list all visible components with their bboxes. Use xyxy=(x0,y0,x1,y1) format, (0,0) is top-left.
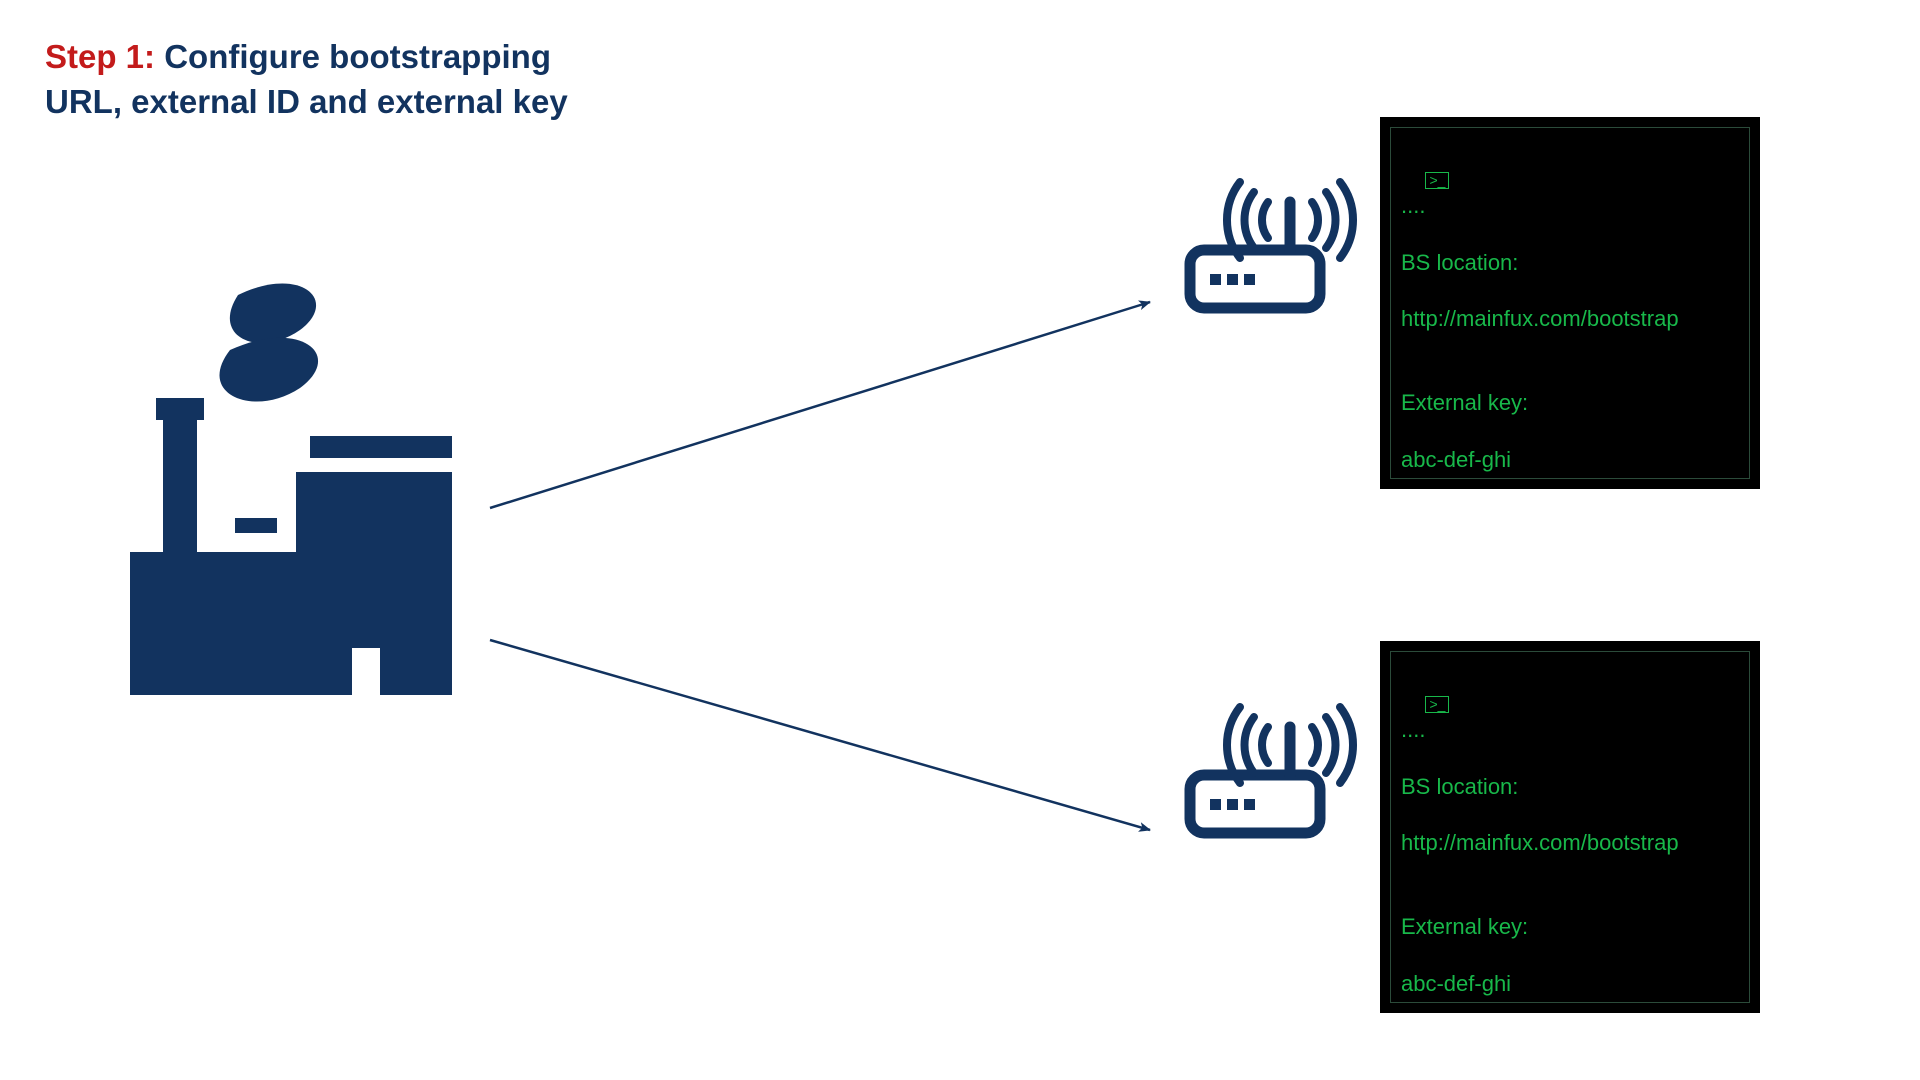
terminal-2-line-2: http://mainfux.com/bootstrap xyxy=(1401,829,1739,857)
ledge xyxy=(235,518,277,533)
terminal-1-line-5: abc-def-ghi xyxy=(1401,446,1739,474)
door xyxy=(352,648,380,695)
terminal-1-prompt: >_ xyxy=(1425,172,1449,189)
terminal-2-line-0: .... xyxy=(1401,716,1739,744)
terminal-1-line-4: External key: xyxy=(1401,389,1739,417)
terminal-1-line-0: .... xyxy=(1401,192,1739,220)
arrow-to-router-1 xyxy=(490,302,1150,508)
factory-icon xyxy=(130,284,452,695)
roof-bar xyxy=(310,436,452,458)
terminal-2-prompt: >_ xyxy=(1425,696,1449,713)
chimney-cap xyxy=(156,398,204,420)
terminal-2-line-1: BS location: xyxy=(1401,773,1739,801)
terminal-config-2: >_ .... BS location: http://mainfux.com/… xyxy=(1380,641,1760,1013)
terminal-1-line-2: http://mainfux.com/bootstrap xyxy=(1401,305,1739,333)
terminal-2-line-4: External key: xyxy=(1401,913,1739,941)
router-icon-1 xyxy=(1190,182,1353,308)
terminal-2-line-5: abc-def-ghi xyxy=(1401,970,1739,998)
smoke-lower xyxy=(219,338,318,402)
terminal-2-content: >_ .... BS location: http://mainfux.com/… xyxy=(1390,651,1750,1003)
smoke-upper xyxy=(230,284,316,343)
terminal-1-content: >_ .... BS location: http://mainfux.com/… xyxy=(1390,127,1750,479)
upper-block xyxy=(296,472,452,552)
router-icon-2 xyxy=(1190,707,1353,833)
arrow-to-router-2 xyxy=(490,640,1150,830)
main-body xyxy=(130,552,452,695)
terminal-config-1: >_ .... BS location: http://mainfux.com/… xyxy=(1380,117,1760,489)
terminal-1-line-1: BS location: xyxy=(1401,249,1739,277)
